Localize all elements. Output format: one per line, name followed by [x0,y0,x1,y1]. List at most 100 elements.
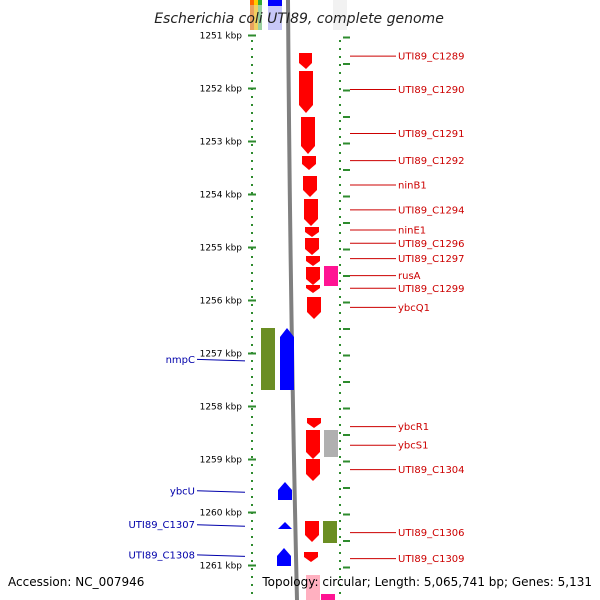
track-dot [339,592,341,594]
track-dot [251,384,253,386]
track-dot [339,40,341,42]
track-dot [251,304,253,306]
gene-ybcQ1[interactable] [307,297,321,319]
track-dot [339,472,341,474]
track-dot [251,488,253,490]
right-gene-label[interactable]: UTI89_C1306 [398,528,465,539]
right-gene-labels: UTI89_C1289 UTI89_C1290 UTI89_C1291 UTI89_C… [350,52,465,565]
track-dot [339,504,341,506]
track-dot [339,144,341,146]
right-gene-label[interactable]: UTI89_C1297 [398,254,465,265]
right-gene-label[interactable]: UTI89_C1309 [398,554,465,565]
track-dot [251,128,253,130]
gene-UTI89_C1292[interactable] [302,156,316,170]
track-dot [339,376,341,378]
track-dot [251,120,253,122]
right-gene-label[interactable]: UTI89_C1296 [398,239,465,250]
track-dot [339,272,341,274]
gene-nmpC[interactable] [280,328,294,390]
track-dot [251,568,253,570]
left-label-leader [196,490,246,493]
left-label-leader [196,524,246,527]
track-dot [251,392,253,394]
right-gene-label[interactable]: UTI89_C1289 [398,52,465,63]
right-gene-label[interactable]: UTI89_C1294 [398,205,465,216]
gene-UTI89_C1308[interactable] [277,548,291,566]
track-dot [251,592,253,594]
left-gene-label[interactable]: UTI89_C1308 [128,550,195,561]
track-dot [339,424,341,426]
track-dot [251,496,253,498]
gene-rusA[interactable] [324,266,338,286]
right-gene-label[interactable]: UTI89_C1292 [398,156,465,167]
track-dot [251,336,253,338]
right-gene-label[interactable]: ybcS1 [398,441,428,452]
track-dot [251,264,253,266]
track-dot [251,104,253,106]
track-dot [339,448,341,450]
track-dot [339,304,341,306]
track-dot [339,544,341,546]
right-gene-label[interactable]: ninB1 [398,180,427,191]
gene-UTI89_C1297[interactable] [306,256,320,266]
track-dot [251,160,253,162]
track-dots [251,36,350,594]
right-gene-label[interactable]: rusA [398,271,421,282]
feature-green-block[interactable] [323,521,337,543]
track-dot [339,344,341,346]
track-dot [339,152,341,154]
track-dot [339,552,341,554]
track-dot [251,552,253,554]
feature-nmpC-green-block[interactable] [261,328,275,390]
right-gene-label[interactable]: UTI89_C1291 [398,129,465,140]
gene-UTI89_C1290[interactable] [299,71,313,113]
gene-ninB1[interactable] [303,176,317,197]
gene-UTI89_C1296[interactable] [305,238,319,255]
gene-UTI89_C1291[interactable] [301,117,315,154]
track-dot [251,504,253,506]
gene-UTI89_C1304[interactable] [306,459,320,481]
ruler-label: 1251 kbp [200,32,243,42]
right-gene-label[interactable]: UTI89_C1290 [398,85,465,96]
ruler-label: 1257 kbp [200,350,243,360]
right-gene-label[interactable]: ybcQ1 [398,303,430,314]
right-gene-label[interactable]: ninE1 [398,226,426,237]
track-dot [251,344,253,346]
track-dot [251,208,253,210]
track-dot [339,456,341,458]
gene-UTI89_C1289[interactable] [299,53,312,69]
left-gene-label[interactable]: nmpC [166,355,195,366]
gene-UTI89_C1306[interactable] [305,521,319,542]
gene-ybcS1[interactable] [306,430,320,459]
right-gene-label[interactable]: UTI89_C1299 [398,284,465,295]
track-dot [339,288,341,290]
track-dot [339,104,341,106]
gene-ninE1[interactable] [305,227,319,237]
track-dot [251,200,253,202]
gene-UTI89_C1299[interactable] [306,285,320,293]
gene-ybcU[interactable] [278,482,292,500]
track-dot [339,384,341,386]
gene-UTI89_C1298[interactable] [306,267,320,285]
ruler-label: 1253 kbp [200,138,243,148]
right-gene-label[interactable]: UTI89_C1304 [398,465,465,476]
track-dot [251,144,253,146]
feature-gray-block[interactable] [324,430,338,457]
left-gene-label[interactable]: UTI89_C1307 [128,520,195,531]
ruler-label: 1254 kbp [200,191,243,201]
genome-title: Escherichia coli UTI89, complete genome [154,11,444,27]
track-dot [339,96,341,98]
left-gene-label[interactable]: ybcU [170,486,195,497]
track-dot [339,200,341,202]
gene-ybcR1[interactable] [307,418,321,428]
right-gene-label[interactable]: ybcR1 [398,422,429,433]
track-dot [251,416,253,418]
gene-UTI89_C1309[interactable] [304,552,318,562]
track-dot [251,360,253,362]
track-dot [339,64,341,66]
track-dot [251,560,253,562]
track-dot [339,352,341,354]
gene-UTI89_C1307[interactable] [278,522,292,529]
track-dot [251,40,253,42]
gene-UTI89_C1294[interactable] [304,199,318,226]
